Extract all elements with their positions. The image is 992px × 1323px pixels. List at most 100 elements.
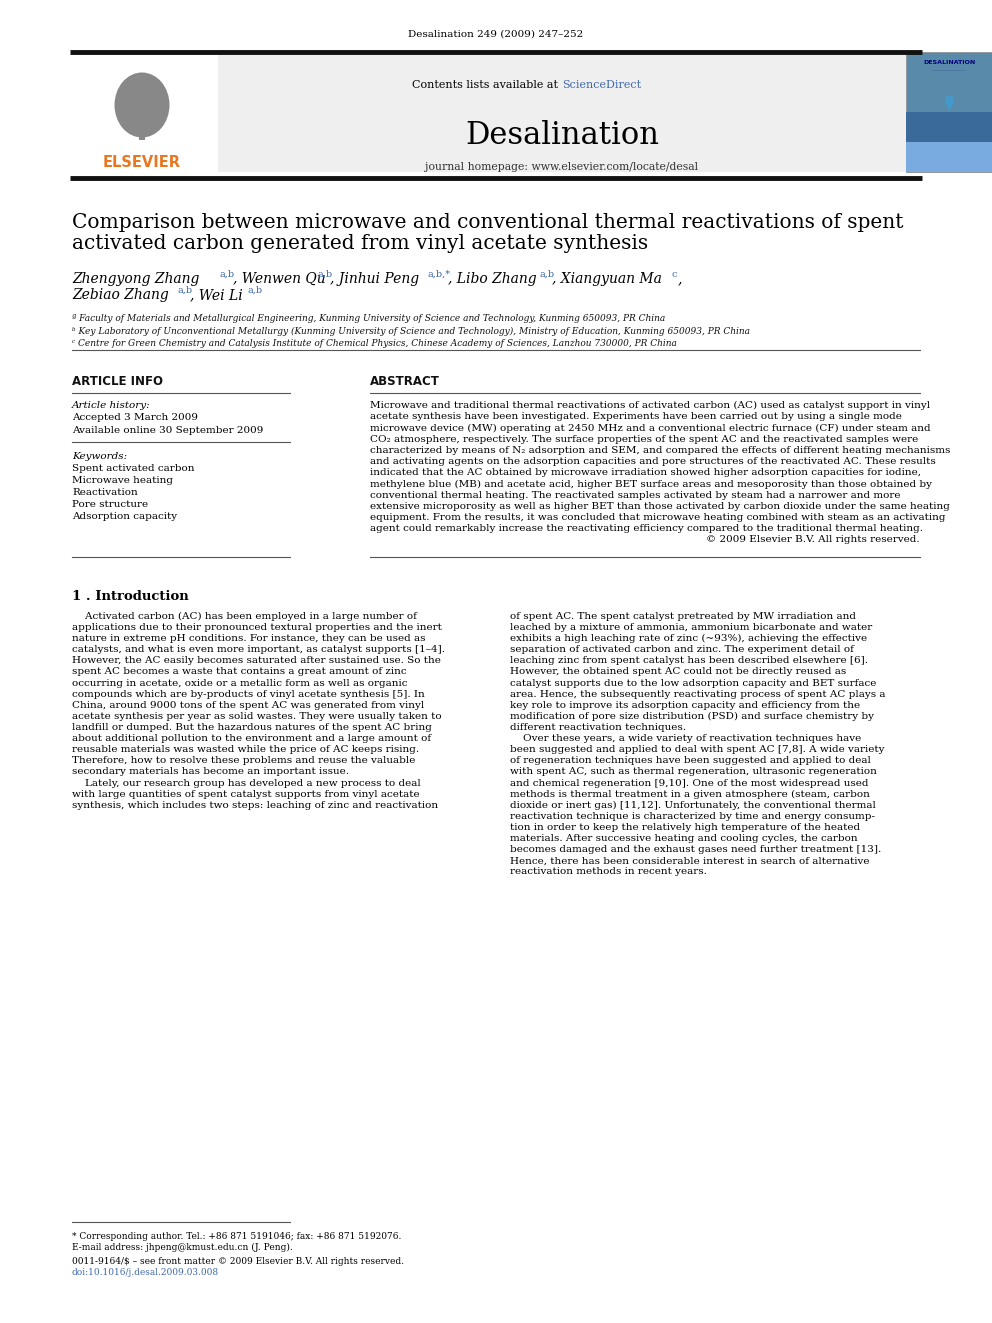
- Text: modification of pore size distribution (PSD) and surface chemistry by: modification of pore size distribution (…: [510, 712, 874, 721]
- Text: Over these years, a wide variety of reactivation techniques have: Over these years, a wide variety of reac…: [510, 734, 861, 744]
- Text: CO₂ atmosphere, respectively. The surface properties of the spent AC and the rea: CO₂ atmosphere, respectively. The surfac…: [370, 434, 919, 443]
- Text: applications due to their pronounced textural properties and the inert: applications due to their pronounced tex…: [72, 623, 441, 632]
- Text: indicated that the AC obtained by microwave irradiation showed higher adsorption: indicated that the AC obtained by microw…: [370, 468, 921, 478]
- Text: Therefore, how to resolve these problems and reuse the valuable: Therefore, how to resolve these problems…: [72, 757, 416, 765]
- Text: 0011-9164/$ – see front matter © 2009 Elsevier B.V. All rights reserved.: 0011-9164/$ – see front matter © 2009 El…: [72, 1257, 404, 1266]
- Text: ᵇ Key Laboratory of Unconventional Metallurgy (Kunming University of Science and: ᵇ Key Laboratory of Unconventional Metal…: [72, 327, 750, 336]
- Text: a,b: a,b: [247, 286, 262, 295]
- Text: synthesis, which includes two steps: leaching of zinc and reactivation: synthesis, which includes two steps: lea…: [72, 800, 438, 810]
- Text: microwave device (MW) operating at 2450 MHz and a conventional electric furnace : microwave device (MW) operating at 2450 …: [370, 423, 930, 433]
- Text: Lately, our research group has developed a new process to deal: Lately, our research group has developed…: [72, 778, 421, 787]
- Text: However, the obtained spent AC could not be directly reused as: However, the obtained spent AC could not…: [510, 668, 846, 676]
- Text: ª Faculty of Materials and Metallurgical Engineering, Kunming University of Scie: ª Faculty of Materials and Metallurgical…: [72, 314, 666, 323]
- Text: Available online 30 September 2009: Available online 30 September 2009: [72, 426, 263, 435]
- Text: nature in extreme pH conditions. For instance, they can be used as: nature in extreme pH conditions. For ins…: [72, 634, 426, 643]
- Text: Zhengyong Zhang: Zhengyong Zhang: [72, 273, 199, 286]
- Text: ELSEVIER: ELSEVIER: [103, 155, 181, 169]
- Text: spent AC becomes a waste that contains a great amount of zinc: spent AC becomes a waste that contains a…: [72, 668, 407, 676]
- Ellipse shape: [114, 73, 170, 138]
- Text: a,b,*: a,b,*: [427, 270, 450, 279]
- Text: a,b: a,b: [220, 270, 235, 279]
- Text: DESALINATION: DESALINATION: [923, 60, 975, 65]
- Text: Keywords:: Keywords:: [72, 452, 127, 460]
- Text: exhibits a high leaching rate of zinc (~93%), achieving the effective: exhibits a high leaching rate of zinc (~…: [510, 634, 867, 643]
- Text: reactivation methods in recent years.: reactivation methods in recent years.: [510, 868, 707, 876]
- Text: a,b: a,b: [178, 286, 193, 295]
- Text: ARTICLE INFO: ARTICLE INFO: [72, 374, 163, 388]
- Text: Desalination: Desalination: [465, 120, 659, 151]
- Text: a,b: a,b: [540, 270, 556, 279]
- Text: Reactivation: Reactivation: [72, 488, 138, 497]
- Text: characterized by means of N₂ adsorption and SEM, and compared the effects of dif: characterized by means of N₂ adsorption …: [370, 446, 950, 455]
- Text: and activating agents on the adsorption capacities and pore structures of the re: and activating agents on the adsorption …: [370, 456, 935, 466]
- Text: Pore structure: Pore structure: [72, 500, 148, 509]
- Text: extensive microporosity as well as higher BET than those activated by carbon dio: extensive microporosity as well as highe…: [370, 501, 950, 511]
- Text: Microwave heating: Microwave heating: [72, 476, 173, 486]
- Text: Zebiao Zhang: Zebiao Zhang: [72, 288, 169, 302]
- Text: becomes damaged and the exhaust gases need further treatment [13].: becomes damaged and the exhaust gases ne…: [510, 845, 881, 855]
- Text: ,: ,: [678, 273, 682, 286]
- Text: leached by a mixture of ammonia, ammonium bicarbonate and water: leached by a mixture of ammonia, ammoniu…: [510, 623, 872, 632]
- Text: Comparison between microwave and conventional thermal reactivations of spent: Comparison between microwave and convent…: [72, 213, 904, 232]
- Text: of spent AC. The spent catalyst pretreated by MW irradiation and: of spent AC. The spent catalyst pretreat…: [510, 613, 856, 620]
- Text: landfill or dumped. But the hazardous natures of the spent AC bring: landfill or dumped. But the hazardous na…: [72, 722, 432, 732]
- Text: © 2009 Elsevier B.V. All rights reserved.: © 2009 Elsevier B.V. All rights reserved…: [706, 536, 920, 544]
- Text: secondary materials has become an important issue.: secondary materials has become an import…: [72, 767, 349, 777]
- Text: methods is thermal treatment in a given atmosphere (steam, carbon: methods is thermal treatment in a given …: [510, 790, 870, 799]
- Text: and chemical regeneration [9,10]. One of the most widespread used: and chemical regeneration [9,10]. One of…: [510, 778, 869, 787]
- Text: Desalination 249 (2009) 247–252: Desalination 249 (2009) 247–252: [409, 30, 583, 38]
- Text: been suggested and applied to deal with spent AC [7,8]. A wide variety: been suggested and applied to deal with …: [510, 745, 885, 754]
- Text: acetate synthesis have been investigated. Experiments have been carried out by u: acetate synthesis have been investigated…: [370, 413, 902, 421]
- Text: tion in order to keep the relatively high temperature of the heated: tion in order to keep the relatively hig…: [510, 823, 860, 832]
- Text: ᶜ Centre for Green Chemistry and Catalysis Institute of Chemical Physics, Chines: ᶜ Centre for Green Chemistry and Catalys…: [72, 339, 677, 348]
- Text: Hence, there has been considerable interest in search of alternative: Hence, there has been considerable inter…: [510, 856, 870, 865]
- Text: compounds which are by-products of vinyl acetate synthesis [5]. In: compounds which are by-products of vinyl…: [72, 689, 425, 699]
- Bar: [906, 52, 992, 172]
- Text: Adsorption capacity: Adsorption capacity: [72, 512, 178, 521]
- Text: area. Hence, the subsequently reactivating process of spent AC plays a: area. Hence, the subsequently reactivati…: [510, 689, 886, 699]
- Text: , Libo Zhang: , Libo Zhang: [448, 273, 537, 286]
- Text: However, the AC easily becomes saturated after sustained use. So the: However, the AC easily becomes saturated…: [72, 656, 440, 665]
- Text: reusable materials was wasted while the price of AC keeps rising.: reusable materials was wasted while the …: [72, 745, 420, 754]
- Text: Contents lists available at: Contents lists available at: [413, 79, 562, 90]
- Text: catalysts, and what is even more important, as catalyst supports [1–4].: catalysts, and what is even more importa…: [72, 646, 445, 655]
- Text: 1 . Introduction: 1 . Introduction: [72, 590, 188, 603]
- Text: Activated carbon (AC) has been employed in a large number of: Activated carbon (AC) has been employed …: [72, 613, 417, 620]
- Text: different reactivation techniques.: different reactivation techniques.: [510, 722, 686, 732]
- Text: equipment. From the results, it was concluded that microwave heating combined wi: equipment. From the results, it was conc…: [370, 513, 945, 523]
- Text: occurring in acetate, oxide or a metallic form as well as organic: occurring in acetate, oxide or a metalli…: [72, 679, 408, 688]
- Text: Accepted 3 March 2009: Accepted 3 March 2009: [72, 414, 198, 422]
- Bar: [139, 120, 145, 140]
- Bar: [906, 112, 992, 142]
- Text: doi:10.1016/j.desal.2009.03.008: doi:10.1016/j.desal.2009.03.008: [72, 1267, 219, 1277]
- Text: Spent activated carbon: Spent activated carbon: [72, 464, 194, 474]
- Text: a,b: a,b: [318, 270, 333, 279]
- Text: catalyst supports due to the low adsorption capacity and BET surface: catalyst supports due to the low adsorpt…: [510, 679, 876, 688]
- Text: with large quantities of spent catalyst supports from vinyl acetate: with large quantities of spent catalyst …: [72, 790, 420, 799]
- Text: leaching zinc from spent catalyst has been described elsewhere [6].: leaching zinc from spent catalyst has be…: [510, 656, 868, 665]
- Text: , Jinhui Peng: , Jinhui Peng: [330, 273, 420, 286]
- Text: of regeneration techniques have been suggested and applied to deal: of regeneration techniques have been sug…: [510, 757, 871, 765]
- Text: about additional pollution to the environment and a large amount of: about additional pollution to the enviro…: [72, 734, 432, 744]
- Text: ________________: ________________: [932, 67, 966, 71]
- Text: ABSTRACT: ABSTRACT: [370, 374, 439, 388]
- Bar: [218, 52, 906, 172]
- Text: , Wei Li: , Wei Li: [190, 288, 243, 302]
- Text: * Corresponding author. Tel.: +86 871 5191046; fax: +86 871 5192076.: * Corresponding author. Tel.: +86 871 51…: [72, 1232, 402, 1241]
- Text: Article history:: Article history:: [72, 401, 151, 410]
- Text: ScienceDirect: ScienceDirect: [562, 79, 641, 90]
- Text: acetate synthesis per year as solid wastes. They were usually taken to: acetate synthesis per year as solid wast…: [72, 712, 441, 721]
- Text: c: c: [672, 270, 678, 279]
- Text: dioxide or inert gas) [11,12]. Unfortunately, the conventional thermal: dioxide or inert gas) [11,12]. Unfortuna…: [510, 800, 876, 810]
- Text: separation of activated carbon and zinc. The experiment detail of: separation of activated carbon and zinc.…: [510, 646, 854, 655]
- Text: Microwave and traditional thermal reactivations of activated carbon (AC) used as: Microwave and traditional thermal reacti…: [370, 401, 930, 410]
- Text: activated carbon generated from vinyl acetate synthesis: activated carbon generated from vinyl ac…: [72, 234, 648, 253]
- Bar: [906, 112, 992, 172]
- Text: materials. After successive heating and cooling cycles, the carbon: materials. After successive heating and …: [510, 833, 858, 843]
- Text: conventional thermal heating. The reactivated samples activated by steam had a n: conventional thermal heating. The reacti…: [370, 491, 901, 500]
- Text: methylene blue (MB) and acetate acid, higher BET surface areas and mesoporosity : methylene blue (MB) and acetate acid, hi…: [370, 479, 932, 488]
- Text: agent could remarkably increase the reactivating efficiency compared to the trad: agent could remarkably increase the reac…: [370, 524, 923, 533]
- Text: China, around 9000 tons of the spent AC was generated from vinyl: China, around 9000 tons of the spent AC …: [72, 701, 425, 710]
- Text: journal homepage: www.elsevier.com/locate/desal: journal homepage: www.elsevier.com/locat…: [426, 161, 698, 172]
- Text: E-mail address: jhpeng@kmust.edu.cn (J. Peng).: E-mail address: jhpeng@kmust.edu.cn (J. …: [72, 1244, 293, 1252]
